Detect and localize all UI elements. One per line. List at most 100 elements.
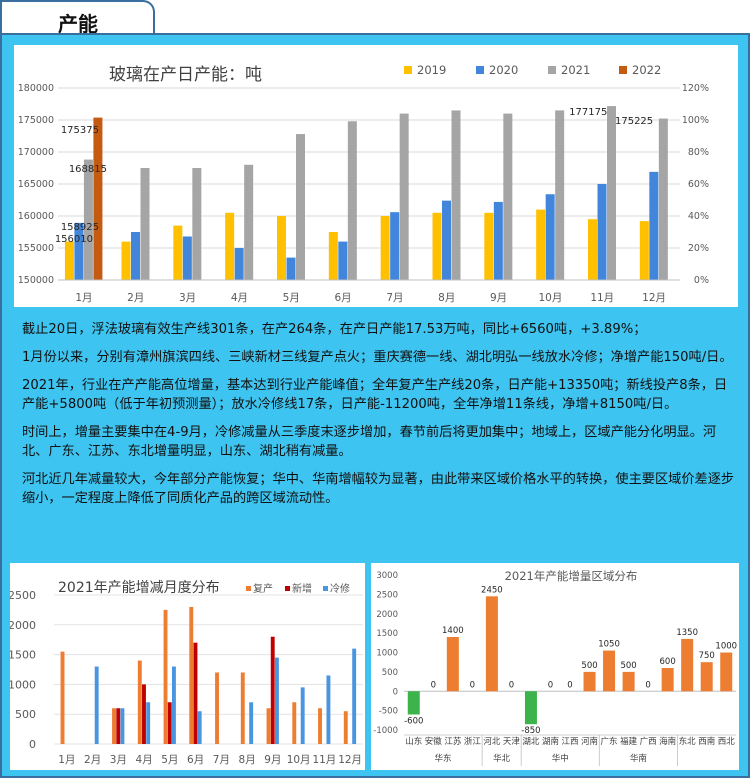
- legend-label-2020: 2020: [489, 63, 518, 77]
- bar-2019-4月: [225, 212, 235, 280]
- data-label: -850: [521, 726, 540, 736]
- data-label: 0: [645, 680, 650, 690]
- y-tick-label: 170000: [18, 147, 54, 158]
- x-tick-label: 11月: [590, 292, 614, 304]
- bar-2020-2月: [131, 232, 140, 280]
- y2-tick-label: 120%: [682, 83, 709, 94]
- bar-2019-11月: [588, 219, 597, 280]
- x-tick-label: 6月: [334, 292, 351, 304]
- data-label: 0: [431, 680, 436, 690]
- bar-复产-7月: [215, 672, 219, 744]
- x-tick-label: 12月: [642, 292, 666, 304]
- category-label: 广西: [640, 736, 657, 747]
- bar-复产-10月: [292, 702, 297, 744]
- x-tick-label: 7月: [386, 292, 403, 304]
- y-tick-label: 500: [15, 708, 36, 721]
- legend-label-冷修: 冷修: [330, 582, 350, 595]
- x-tick-label: 11月: [312, 754, 336, 766]
- legend-label-2022: 2022: [632, 63, 661, 77]
- bar-2020-8月: [442, 200, 451, 280]
- data-label: 2450: [481, 585, 503, 595]
- bar-冷修-5月: [171, 666, 176, 744]
- y2-tick-label: 60%: [688, 179, 709, 190]
- section-title: 产能: [58, 12, 98, 36]
- category-label: 江西: [561, 737, 578, 747]
- legend-swatch-2021: [548, 66, 556, 74]
- y-tick-label: 2500: [376, 590, 398, 600]
- data-label: 0: [470, 680, 475, 690]
- y2-tick-label: 20%: [688, 243, 709, 254]
- paragraph-2: 1月份以来，分别有漳州旗滨四线、三峡新材三线复产点火；重庆赛德一线、湖北明弘一线…: [22, 350, 733, 365]
- data-label: 0: [548, 680, 553, 690]
- data-label: 0: [509, 680, 514, 690]
- y-tick-label: 165000: [18, 179, 54, 190]
- bar-复产-5月: [163, 609, 168, 744]
- bar-2020-4月: [234, 248, 244, 280]
- bar-复产-12月: [343, 711, 348, 744]
- bar-2020-9月: [493, 201, 503, 280]
- x-tick-label: 5月: [161, 754, 178, 766]
- bar-2021-9月: [503, 113, 513, 280]
- category-label: 山东: [405, 736, 422, 747]
- category-label: 广东: [601, 736, 618, 747]
- category-label: 河北: [483, 736, 501, 747]
- bar-冷修-8月: [249, 702, 254, 744]
- bar-2021-12月: [658, 118, 668, 280]
- data-label: 500: [581, 661, 597, 671]
- bar-2019-2月: [121, 241, 131, 280]
- category-label: 东北: [679, 736, 697, 747]
- bar-复产-8月: [240, 672, 245, 744]
- category-label: 浙江: [464, 736, 482, 747]
- y-tick-label: -500: [379, 707, 398, 717]
- category-label: 西北: [718, 737, 736, 747]
- bar-2021-5月: [296, 134, 305, 280]
- bar-2020-7月: [390, 212, 400, 280]
- y-tick-label: -1000: [373, 726, 398, 736]
- data-label: 750: [699, 651, 715, 661]
- bar-2021-7月: [399, 113, 409, 280]
- x-tick-label: 8月: [438, 292, 455, 304]
- category-label: 湖北: [522, 737, 540, 747]
- data-label: 1050: [598, 640, 620, 650]
- commentary: 截止20日，浮法玻璃有效生产线301条，在产264条，在产日产能17.53万吨，…: [22, 320, 737, 517]
- x-tick-label: 3月: [110, 754, 127, 766]
- x-tick-label: 1月: [58, 754, 75, 766]
- bar-西南: [700, 662, 713, 692]
- bar-湖北: [524, 691, 537, 725]
- x-tick-label: 9月: [490, 292, 507, 304]
- paragraph-5: 河北近几年减量较大，今年部分产能恢复；华中、华南增幅较为显著，由此带来区域价格水…: [22, 472, 735, 506]
- y-tick-label: 1000: [376, 649, 398, 659]
- legend-swatch-复产: [246, 586, 251, 591]
- bar-广东: [603, 650, 616, 692]
- bar-2020-3月: [182, 236, 192, 280]
- bar-复产-3月: [112, 708, 116, 744]
- monthly-change-chart: 0 500 1000 1500 2000 2500 2021年产能增减月度分布 复产 新增 冷修 1…: [8, 580, 363, 766]
- bar-河北: [485, 596, 498, 692]
- y-tick-label: 150000: [18, 275, 54, 286]
- category-label: 天津: [503, 736, 521, 747]
- legend-swatch-2019: [404, 66, 412, 74]
- y-tick-label: 500: [382, 668, 398, 678]
- group-label: 华中: [552, 753, 569, 764]
- bar-冷修-2月: [94, 666, 99, 744]
- y-tick-label: 1000: [10, 678, 36, 691]
- bar-江苏: [446, 637, 459, 692]
- data-label: 177175: [569, 107, 607, 118]
- bar-复产-9月: [266, 708, 271, 744]
- x-tick-label: 8月: [239, 754, 256, 766]
- y2-tick-label: 0%: [694, 275, 709, 286]
- legend-label-2019: 2019: [417, 63, 446, 77]
- bar-河南: [583, 671, 596, 692]
- data-label: 175375: [61, 125, 99, 136]
- x-tick-label: 4月: [231, 292, 248, 304]
- group-label: 华北: [493, 753, 511, 764]
- group-label: 华南: [630, 753, 647, 764]
- legend-label-新增: 新增: [292, 582, 312, 595]
- data-label: 1000: [715, 642, 737, 652]
- bar-2019-3月: [173, 225, 183, 280]
- data-label: 0: [567, 680, 572, 690]
- y-tick-label: 0: [393, 687, 398, 697]
- bar-2019-10月: [536, 209, 546, 280]
- x-tick-label: 9月: [264, 754, 281, 766]
- bar-新增-9月: [270, 636, 275, 744]
